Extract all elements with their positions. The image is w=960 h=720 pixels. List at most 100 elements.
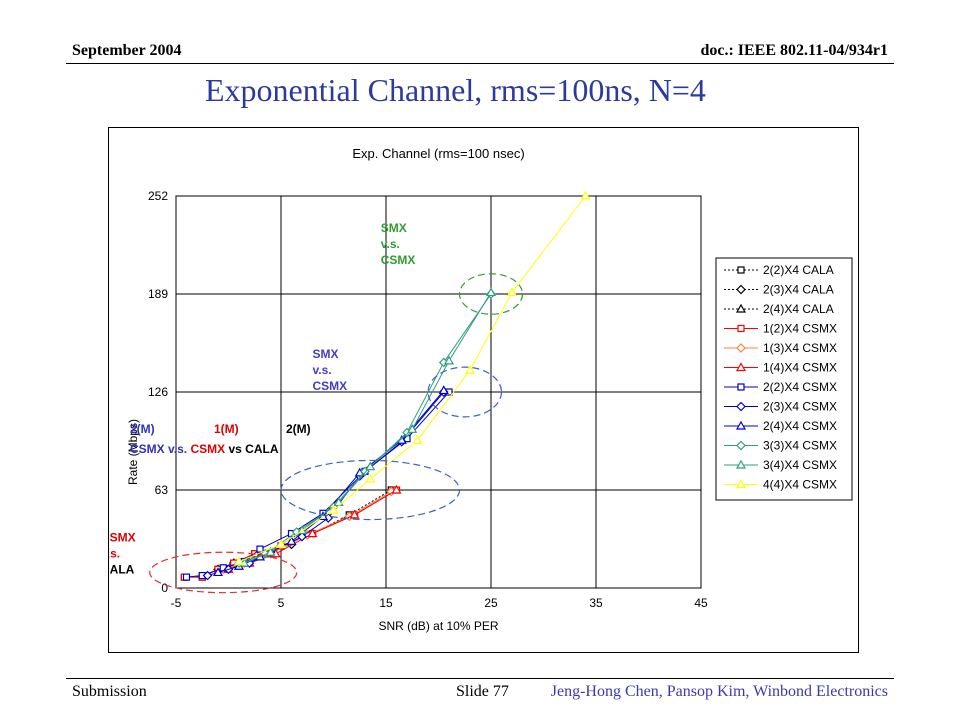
chart-frame: Exp. Channel (rms=100 nsec) -5 5 15 25 35 45 0 6… (108, 127, 859, 653)
annotation-smx-vs-csmx-blue-line: CSMX (313, 379, 348, 393)
y-axis-label: Rate (Mbps) (126, 419, 140, 485)
data-point (391, 484, 402, 494)
data-point (182, 573, 191, 581)
annotation-mode-label: 2(M) (286, 422, 311, 436)
x-axis-label: SNR (dB) at 10% PER (378, 619, 498, 633)
data-point (286, 536, 297, 545)
header-rule (66, 63, 894, 64)
legend-label: 2(3)X4 CSMX (763, 400, 837, 414)
legend-label: 1(3)X4 CSMX (763, 341, 837, 355)
legend-label: 1(2)X4 CSMX (763, 322, 837, 336)
legend-entry: 3(3)X4 CSMX (724, 439, 837, 453)
series-line (238, 195, 586, 563)
legend-label: 4(4)X4 CSMX (763, 478, 837, 492)
legend-label: 2(4)X4 CALA (763, 302, 834, 316)
data-point (407, 424, 418, 433)
legend-entry: 2(3)X4 CSMX (724, 400, 837, 414)
legend-label: 3(3)X4 CSMX (763, 439, 837, 453)
legend: 2(2)X4 CALA 2(3)X4 CALA 2(4)X4 CALA 1(2)X4 … (715, 257, 853, 501)
legend-marker (737, 324, 745, 333)
x-tick-label: 45 (694, 596, 708, 610)
x-tick-label: -5 (171, 596, 182, 610)
chart: Exp. Channel (rms=100 nsec) -5 5 15 25 35 45 0 6… (109, 146, 853, 633)
legend-label: 2(4)X4 CSMX (763, 419, 837, 433)
data-point (438, 385, 449, 395)
legend-label: 2(2)X4 CALA (763, 263, 834, 277)
legend-marker (736, 401, 746, 412)
legend-box (715, 257, 853, 501)
legend-marker (737, 266, 745, 274)
legend-marker (735, 303, 747, 313)
data-point (485, 287, 497, 297)
annotation-comparison-part: CSMX v.s. (130, 442, 190, 456)
annotation-comparison: CSMX v.s. CSMX vs CALA (130, 442, 279, 456)
annotation-mode-label: 2(M) (130, 422, 155, 436)
legend-entry: 2(4)X4 CALA (724, 302, 834, 316)
footer-authors: Jeng-Hong Chen, Pansop Kim, Winbond Elec… (550, 683, 888, 700)
data-point (265, 547, 276, 556)
legend-label: 2(3)X4 CALA (763, 283, 834, 297)
x-tick-label: 25 (484, 596, 498, 610)
y-tick-label: 126 (148, 385, 168, 399)
annotation-csmx-vs-cala-line: v.s. (109, 546, 120, 560)
legend-marker (736, 343, 746, 353)
legend-marker (735, 420, 747, 430)
annotation-comparison-part: vs CALA (225, 442, 279, 456)
data-point (506, 287, 518, 297)
series-11 (233, 190, 591, 566)
footer-rule (66, 678, 894, 679)
legend-entry: 2(4)X4 CSMX (724, 419, 837, 433)
y-tick-label: 63 (155, 483, 169, 497)
data-point (365, 473, 376, 483)
data-point (233, 556, 245, 566)
legend-entry: 1(3)X4 CSMX (724, 341, 837, 355)
legend-marker (735, 479, 747, 489)
legend-entry: 3(4)X4 CSMX (724, 458, 837, 472)
legend-marker (737, 383, 745, 391)
annotation-csmx-vs-cala-line: CSMX (109, 530, 136, 544)
annotation-smx-vs-csmx-green-line: v.s. (381, 237, 400, 251)
ellipse-csmx-vs-cala (149, 551, 298, 594)
data-point (412, 435, 423, 444)
data-point (256, 545, 264, 553)
legend-marker (736, 284, 746, 295)
data-point (275, 539, 287, 549)
header-doc-id: doc.: IEEE 802.11-04/934r1 (700, 42, 888, 59)
legend-entry: 2(3)X4 CALA (724, 283, 834, 297)
annotation-csmx-vs-cala-line: CALA (109, 562, 135, 576)
ellipse-smx-vs-csmx-green (458, 273, 524, 315)
y-tick-label: 252 (148, 189, 168, 203)
legend-marker (735, 459, 747, 469)
annotation-comparison-part: CSMX (190, 442, 225, 456)
x-tick-label: 15 (379, 596, 393, 610)
legend-entry: 1(4)X4 CSMX (724, 361, 837, 375)
ellipse-1m-2m (280, 459, 461, 521)
footer-slide-number: Slide 77 (456, 683, 509, 700)
series-line (184, 489, 392, 578)
data-point (464, 365, 476, 374)
chart-title: Exp. Channel (rms=100 nsec) (352, 146, 524, 161)
annotation-smx-vs-csmx-blue-line: SMX (313, 347, 339, 361)
annotation-smx-vs-csmx-green-line: CSMX (381, 253, 416, 267)
data-point (202, 570, 213, 581)
data-point (580, 190, 591, 200)
legend-label: 2(2)X4 CSMX (763, 380, 837, 394)
legend-marker (735, 362, 747, 372)
x-tick-label: 35 (589, 596, 603, 610)
data-point (212, 567, 224, 577)
data-point (328, 505, 339, 514)
data-point (443, 355, 455, 365)
x-tick-label: 5 (278, 596, 285, 610)
footer-submission: Submission (72, 683, 147, 700)
legend-label: 1(4)X4 CSMX (763, 361, 837, 375)
slide-title: Exponential Channel, rms=100ns, N=4 (205, 72, 706, 108)
legend-entry: 4(4)X4 CSMX (724, 478, 837, 492)
annotation-smx-vs-csmx-green-line: SMX (381, 221, 407, 235)
y-tick-label: 189 (148, 287, 168, 301)
data-point (307, 528, 318, 538)
legend-entry: 2(2)X4 CALA (724, 263, 834, 277)
y-tick-label: 0 (161, 581, 168, 595)
legend-label: 3(4)X4 CSMX (763, 458, 837, 472)
data-point (365, 461, 376, 471)
annotation-mode-label: 1(M) (214, 422, 239, 436)
